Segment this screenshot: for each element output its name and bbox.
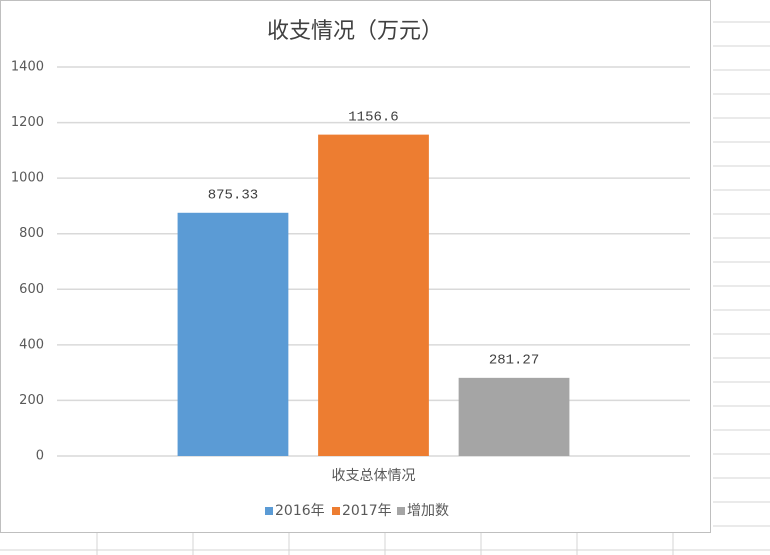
legend-label: 2016年 <box>275 503 325 519</box>
y-tick-label: 1400 <box>11 60 44 75</box>
legend-label: 2017年 <box>342 503 392 519</box>
y-tick-label: 800 <box>19 226 44 241</box>
y-tick-label: 600 <box>19 282 44 297</box>
y-tick-label: 0 <box>36 449 44 464</box>
bar <box>177 212 289 456</box>
y-tick-label: 1000 <box>11 171 44 186</box>
bar <box>458 377 570 456</box>
data-label: 1156.6 <box>348 109 398 125</box>
legend-swatch <box>397 507 405 515</box>
data-label: 875.33 <box>208 187 258 203</box>
bar <box>318 134 429 456</box>
chart-title: 收支情况（万元） <box>267 19 443 44</box>
legend-swatch <box>265 507 273 515</box>
legend-label: 增加数 <box>407 503 449 519</box>
x-tick-label: 收支总体情况 <box>332 468 416 484</box>
y-tick-label: 200 <box>19 393 44 408</box>
legend-swatch <box>332 507 340 515</box>
y-tick-label: 1200 <box>11 115 44 130</box>
data-label: 281.27 <box>489 353 539 369</box>
y-tick-label: 400 <box>19 337 44 352</box>
sheet-grid <box>0 21 770 555</box>
